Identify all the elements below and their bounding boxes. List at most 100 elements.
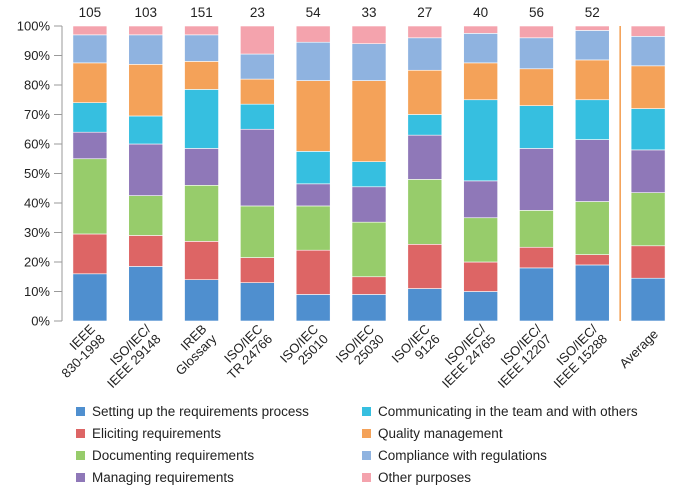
bar-segment — [630, 108, 666, 151]
legend-swatch — [76, 451, 85, 460]
bar-segment — [574, 201, 610, 255]
bar-segment — [184, 279, 219, 322]
bar-segment — [128, 266, 164, 322]
legend-swatch — [362, 429, 371, 438]
bar-segment — [240, 257, 275, 283]
bar-total-label: 103 — [134, 5, 157, 20]
x-tick-label: ISO/IEC25030 — [333, 321, 387, 375]
bar-segment — [574, 30, 610, 61]
bar-stack — [630, 25, 666, 322]
bar-stack — [72, 25, 108, 322]
x-tick-label: IREBGlossary — [163, 321, 220, 378]
legend-swatch — [76, 429, 85, 438]
bar-total-label: 52 — [585, 5, 600, 20]
bar-segment — [463, 291, 498, 322]
bar-segment — [574, 139, 610, 202]
legend-label: Managing requirements — [92, 470, 234, 485]
bar-segment — [72, 102, 108, 133]
bar-segment — [184, 25, 219, 36]
legend-item: Other purposes — [362, 470, 471, 485]
legend-label: Quality management — [378, 426, 503, 441]
bar-segment — [184, 241, 219, 281]
bar-segment — [351, 43, 387, 81]
bar-segment — [630, 245, 666, 279]
legend-label: Compliance with regulations — [378, 448, 547, 463]
bar-segment — [574, 254, 610, 266]
bar-segment — [184, 34, 219, 62]
bar-stack — [295, 25, 331, 322]
x-tick-label-line: Average — [616, 326, 661, 371]
legend-swatch — [362, 407, 371, 416]
bar-segment — [519, 210, 554, 248]
bar-segment — [295, 41, 331, 81]
bar-segment — [184, 148, 219, 186]
legend-item: Setting up the requirements process — [76, 404, 309, 419]
bar-total-label: 23 — [250, 5, 265, 20]
bar-segment — [407, 25, 443, 39]
y-tick-label: 90% — [24, 48, 50, 63]
bar-segment — [519, 246, 554, 269]
bar-segment — [519, 25, 554, 39]
bar-segment — [351, 25, 387, 45]
bar-segment — [295, 294, 331, 322]
bar-segment — [295, 249, 331, 295]
bar-segment — [184, 61, 219, 90]
bar-segment — [574, 25, 610, 31]
bar-segment — [128, 64, 164, 117]
bar-segment — [240, 25, 275, 55]
legend-label: Eliciting requirements — [92, 426, 222, 441]
bar-segment — [574, 99, 610, 140]
bar-segment — [240, 128, 275, 207]
bar-segment — [519, 105, 554, 149]
bar-segment — [407, 37, 443, 71]
bar-segment — [72, 233, 108, 275]
bar-stack — [463, 25, 498, 322]
bar-segment — [407, 134, 443, 180]
bar-segment — [407, 244, 443, 289]
y-tick-label: 10% — [24, 284, 50, 299]
x-tick-label: IEEE830-1998 — [48, 321, 108, 381]
bar-segment — [463, 217, 498, 263]
y-tick-label: 70% — [24, 107, 50, 122]
bar-segment — [519, 267, 554, 322]
x-tick-label: ISO/IEC/IEEE 15288 — [541, 321, 611, 391]
bar-segment — [463, 25, 498, 34]
legend-label: Documenting requirements — [92, 448, 255, 463]
y-tick-label: 50% — [24, 166, 50, 181]
bar-total-label: 54 — [306, 5, 322, 20]
x-axis-labels: IEEE830-1998 ISO/IEC/IEEE 29148 IREBGlossa… — [48, 321, 661, 391]
bar-stack — [184, 25, 219, 322]
y-axis: 0% 10% 20% 30% 40% 50% 60% 70% 80% 90% 100% — [17, 19, 63, 329]
legend-swatch — [362, 473, 371, 482]
bar-segment — [630, 277, 666, 322]
y-tick-label: 100% — [17, 19, 51, 34]
y-tick-label: 60% — [24, 137, 50, 152]
bar-segment — [351, 80, 387, 162]
bar-segment — [407, 114, 443, 136]
bar-segment — [184, 185, 219, 242]
bar-segment — [630, 65, 666, 109]
x-tick-label: Average — [616, 326, 661, 371]
bar-stack — [240, 25, 275, 322]
bar-segment — [72, 131, 108, 160]
bar-segment — [295, 151, 331, 185]
legend-swatch — [76, 473, 85, 482]
bar-segment — [72, 62, 108, 104]
bar-segment — [630, 36, 666, 67]
bar-segment — [240, 103, 275, 130]
bar-segment — [295, 183, 331, 207]
bar-segment — [295, 205, 331, 251]
legend-swatch — [362, 451, 371, 460]
bar-segment — [295, 25, 331, 43]
legend-item: Communicating in the team and with other… — [362, 404, 638, 419]
bar-total-labels: 105 103 151 23 54 33 27 40 56 52 — [79, 5, 600, 20]
bar-segment — [407, 288, 443, 322]
legend-item: Eliciting requirements — [76, 426, 221, 441]
bar-total-label: 40 — [473, 5, 488, 20]
x-tick-label: ISO/IEC/IEEE 29148 — [94, 321, 164, 391]
bar-segment — [128, 195, 164, 236]
x-tick-label: ISO/IEC/IEEE 24765 — [429, 321, 499, 391]
bar-stack — [351, 25, 387, 322]
bar-segment — [463, 180, 498, 219]
bar-segment — [519, 68, 554, 106]
